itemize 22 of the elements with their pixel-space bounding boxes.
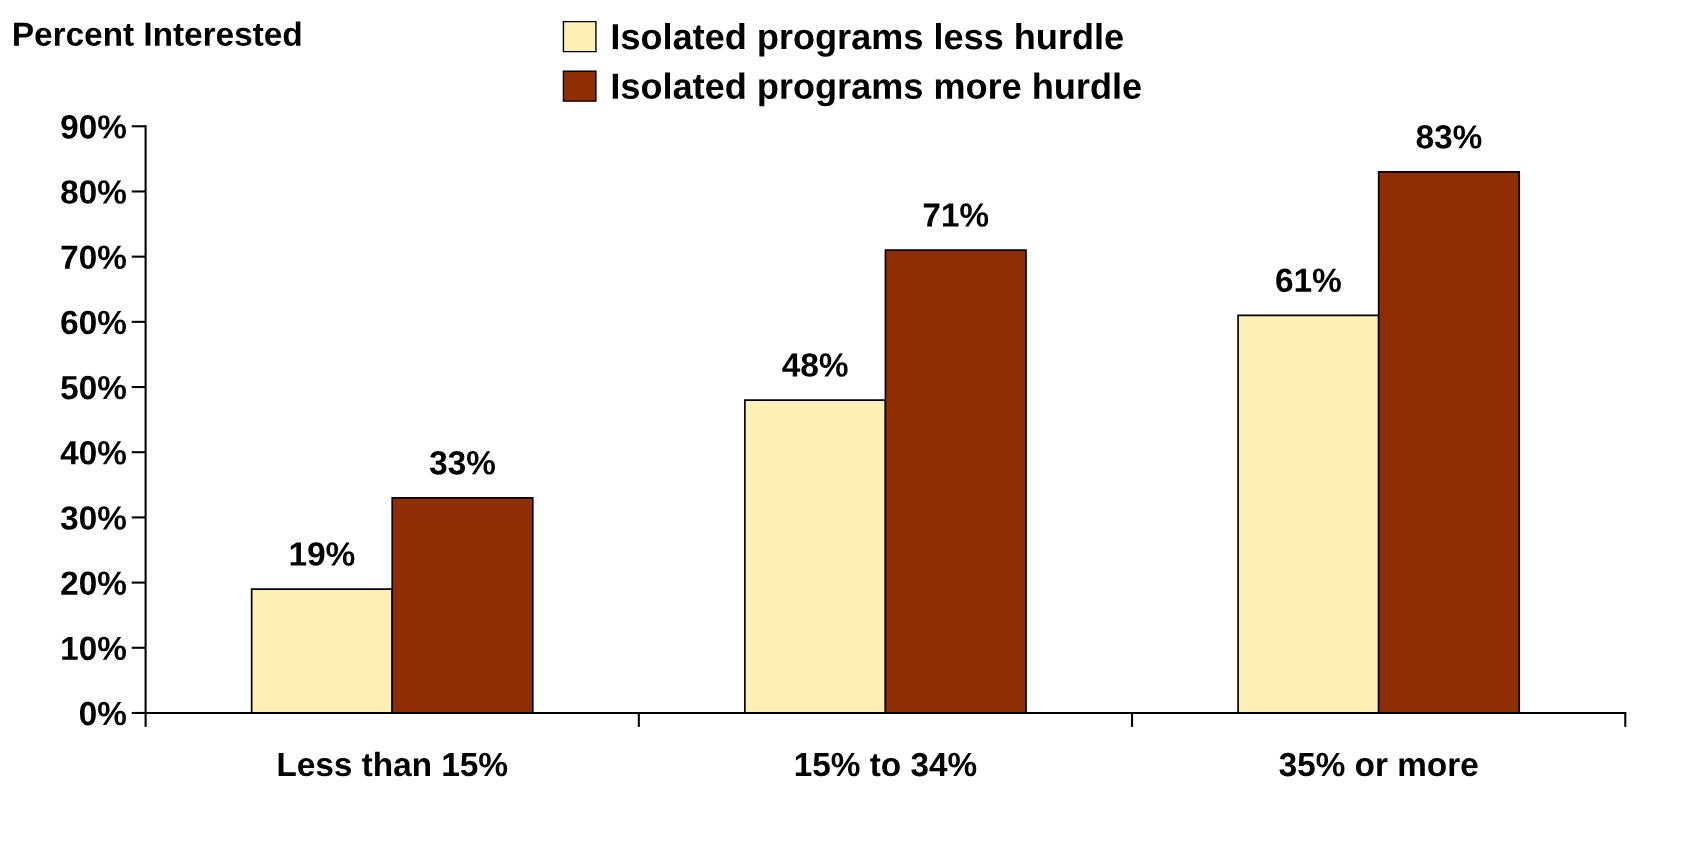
y-tick-label: 90%	[61, 115, 126, 139]
legend-label: Isolated programs more hurdle	[612, 72, 1141, 107]
y-tick-label: 10%	[62, 636, 126, 661]
y-tick-label: 60%	[61, 310, 126, 335]
y-tick-label: 70%	[61, 245, 126, 270]
x-tick-label: 15% to 34%	[795, 752, 977, 777]
x-tick-label: 35% or more	[1279, 752, 1478, 777]
x-tick-label: Less than 15%	[278, 751, 508, 777]
data-label: 61%	[1276, 268, 1341, 293]
y-tick-label: 20%	[61, 571, 126, 595]
y-tick-label: 80%	[61, 180, 126, 204]
data-label: 19%	[290, 542, 355, 566]
y-tick-label: 0%	[79, 701, 126, 726]
data-label: 71%	[923, 203, 989, 227]
y-tick-label: 50%	[61, 375, 126, 400]
y-tick-label: 40%	[60, 441, 126, 465]
y-tick-label: 30%	[60, 506, 126, 530]
legend-label: Isolated programs less hurdle	[612, 22, 1123, 57]
data-label: 48%	[782, 353, 848, 377]
y-axis-title: Percent Interested	[14, 21, 301, 46]
data-label: 33%	[429, 450, 495, 475]
data-label: 83%	[1416, 125, 1482, 149]
